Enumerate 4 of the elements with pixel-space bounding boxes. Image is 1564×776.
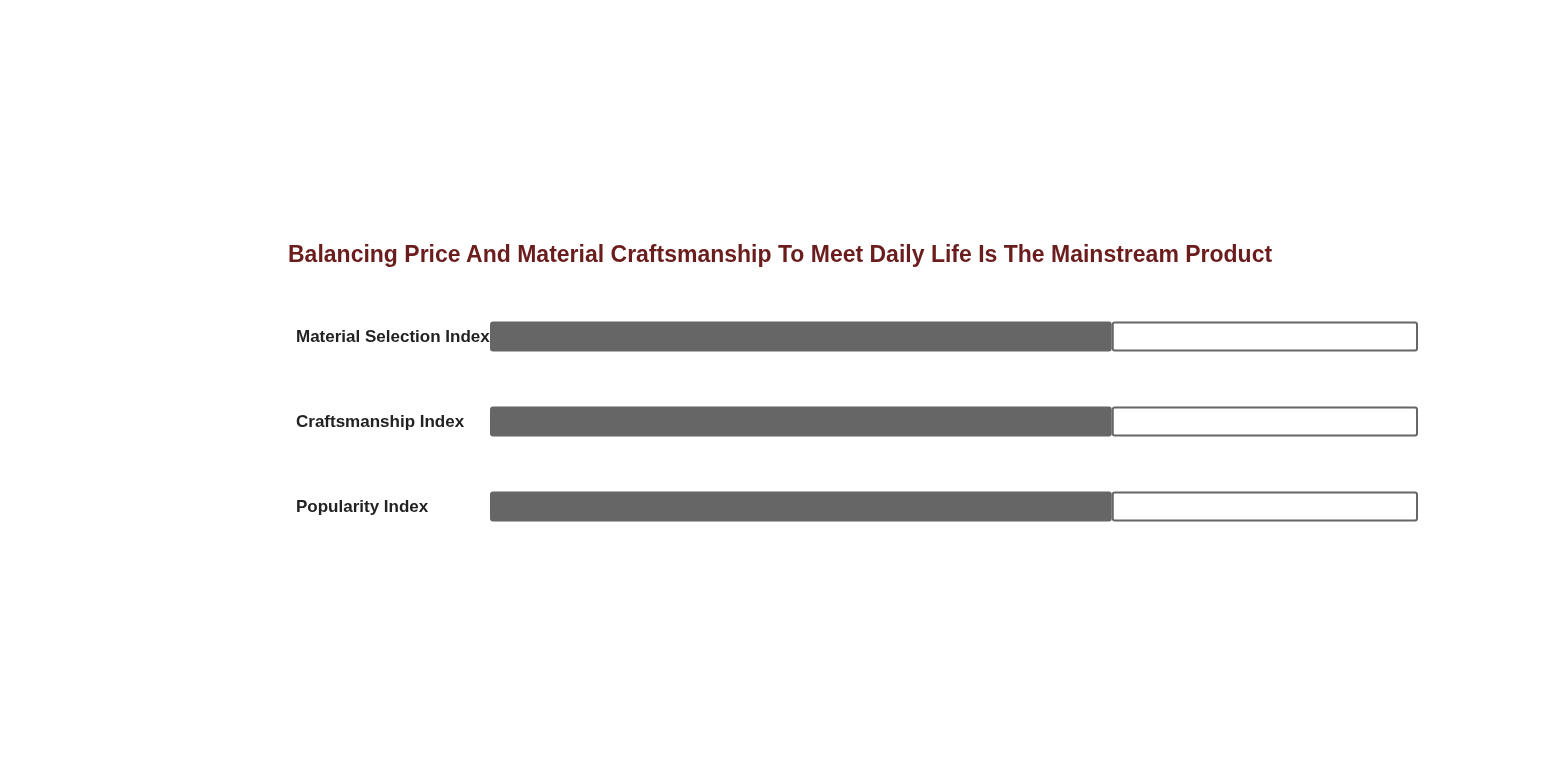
y-tick-label: Popularity Index <box>296 497 429 516</box>
y-tick-label: Craftsmanship Index <box>296 412 465 431</box>
chart-title: Balancing Price And Material Craftsmanship To Meet Daily Life Is The Mainstream Product <box>288 240 1273 267</box>
y-tick-label: Material Selection Index <box>296 327 491 346</box>
